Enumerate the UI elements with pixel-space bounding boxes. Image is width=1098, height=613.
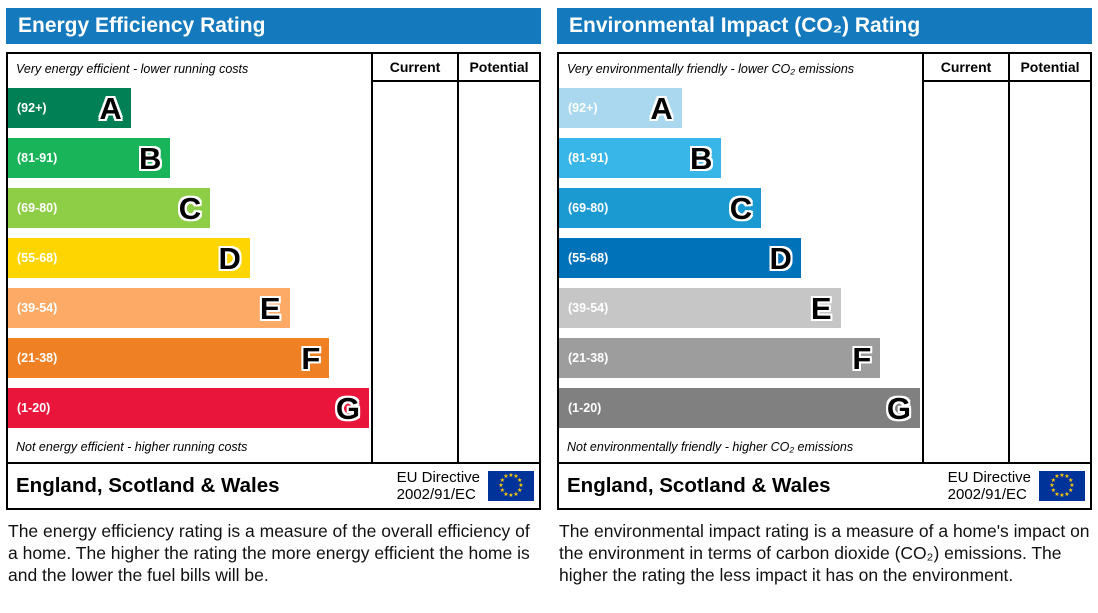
band-letter: A <box>650 90 673 126</box>
region-label: England, Scotland & Wales <box>16 474 280 497</box>
current-column: Current <box>922 54 1008 462</box>
band-letter: B <box>139 140 162 176</box>
band-row-d: (55-68) D <box>559 238 801 278</box>
energy-efficiency-description: The energy efficiency rating is a measur… <box>8 521 530 586</box>
top-caption: Very environmentally friendly - lower CO… <box>567 62 855 76</box>
energy-efficiency-title: Energy Efficiency Rating <box>18 14 266 37</box>
eu-directive-line2: 2002/91/EC <box>947 486 1027 503</box>
chart-body: Very energy efficient - lower running co… <box>8 54 539 462</box>
current-column: Current <box>371 54 457 462</box>
bands-area: Very environmentally friendly - lower CO… <box>559 54 922 462</box>
band-row-b: (81-91) B <box>559 138 722 178</box>
environmental-impact-title-bar: Environmental Impact (CO₂) Rating <box>557 8 1092 44</box>
eu-flag-icon: ★ ★ ★ ★ ★ ★ ★ ★ ★ ★ ★ ★ <box>1039 471 1085 501</box>
band-range: (81-91) <box>17 151 58 165</box>
band-range: (55-68) <box>17 251 58 265</box>
eu-directive-line1: EU Directive <box>947 468 1031 486</box>
band-range: (92+) <box>568 101 598 115</box>
band-letter: A <box>99 90 122 126</box>
bottom-caption: Not environmentally friendly - higher CO… <box>567 440 854 454</box>
energy-efficiency-title-bar: Energy Efficiency Rating <box>6 8 541 44</box>
band-row-c: (69-80) C <box>8 188 211 228</box>
band-letter: B <box>690 140 713 176</box>
band-row-f: (21-38) F <box>8 338 330 378</box>
eu-directive-line2: 2002/91/EC <box>396 486 476 503</box>
chart-footer: England, Scotland & Wales EU Directive 2… <box>559 462 1090 508</box>
band-range: (21-38) <box>17 351 58 365</box>
potential-column-header: Potential <box>459 54 539 82</box>
eu-directive-line1: EU Directive <box>396 468 480 486</box>
current-column-header: Current <box>373 54 457 82</box>
chart-footer: England, Scotland & Wales EU Directive 2… <box>8 462 539 508</box>
band-range: (1-20) <box>17 401 51 415</box>
band-row-a: (92+) A <box>559 88 682 128</box>
band-row-d: (55-68) D <box>8 238 250 278</box>
environmental-impact-title: Environmental Impact (CO₂) Rating <box>569 14 921 37</box>
band-range: (69-80) <box>568 201 609 215</box>
band-range: (69-80) <box>17 201 58 215</box>
eu-directive-label: EU Directive 2002/91/EC <box>397 469 480 504</box>
band-letter: D <box>769 240 792 276</box>
energy-efficiency-chart: Very energy efficient - lower running co… <box>6 52 541 510</box>
top-caption: Very energy efficient - lower running co… <box>16 62 249 76</box>
band-row-g: (1-20) G <box>8 388 369 428</box>
band-letter: C <box>178 190 202 226</box>
eu-flag-icon: ★ ★ ★ ★ ★ ★ ★ ★ ★ ★ ★ ★ <box>488 471 534 501</box>
environmental-impact-panel: Environmental Impact (CO₂) Rating Very e… <box>557 8 1092 586</box>
bands-area: Very energy efficient - lower running co… <box>8 54 371 462</box>
eu-directive-label: EU Directive 2002/91/EC <box>948 469 1031 504</box>
bottom-caption: Not energy efficient - higher running co… <box>16 440 248 454</box>
band-list: (92+) A (81-91) B (69-80) C (55-68) <box>8 78 371 438</box>
band-row-a: (92+) A <box>8 88 131 128</box>
current-column-header: Current <box>924 54 1008 82</box>
band-range: (1-20) <box>568 401 602 415</box>
band-range: (39-54) <box>568 301 609 315</box>
band-letter: C <box>729 190 753 226</box>
band-row-f: (21-38) F <box>559 338 881 378</box>
band-row-b: (81-91) B <box>8 138 171 178</box>
band-range: (81-91) <box>568 151 609 165</box>
band-row-g: (1-20) G <box>559 388 920 428</box>
epc-ratings-page: Energy Efficiency Rating Very energy eff… <box>6 8 1092 586</box>
potential-column: Potential <box>1008 54 1090 462</box>
band-letter: E <box>259 290 281 326</box>
region-label: England, Scotland & Wales <box>567 474 831 497</box>
environmental-impact-description: The environmental impact rating is a mea… <box>559 521 1090 586</box>
band-range: (39-54) <box>17 301 58 315</box>
band-range: (21-38) <box>568 351 609 365</box>
band-list: (92+) A (81-91) B (69-80) C (55-68) <box>559 78 922 438</box>
band-row-e: (39-54) E <box>559 288 841 328</box>
band-range: (92+) <box>17 101 47 115</box>
energy-efficiency-panel: Energy Efficiency Rating Very energy eff… <box>6 8 541 586</box>
band-letter: E <box>810 290 832 326</box>
potential-column: Potential <box>457 54 539 462</box>
band-letter: G <box>886 390 911 426</box>
band-row-c: (69-80) C <box>559 188 762 228</box>
band-letter: D <box>218 240 241 276</box>
band-range: (55-68) <box>568 251 609 265</box>
band-row-e: (39-54) E <box>8 288 290 328</box>
band-letter: G <box>335 390 360 426</box>
band-letter: F <box>852 340 872 376</box>
band-letter: F <box>301 340 321 376</box>
chart-body: Very environmentally friendly - lower CO… <box>559 54 1090 462</box>
potential-column-header: Potential <box>1010 54 1090 82</box>
environmental-impact-chart: Very environmentally friendly - lower CO… <box>557 52 1092 510</box>
